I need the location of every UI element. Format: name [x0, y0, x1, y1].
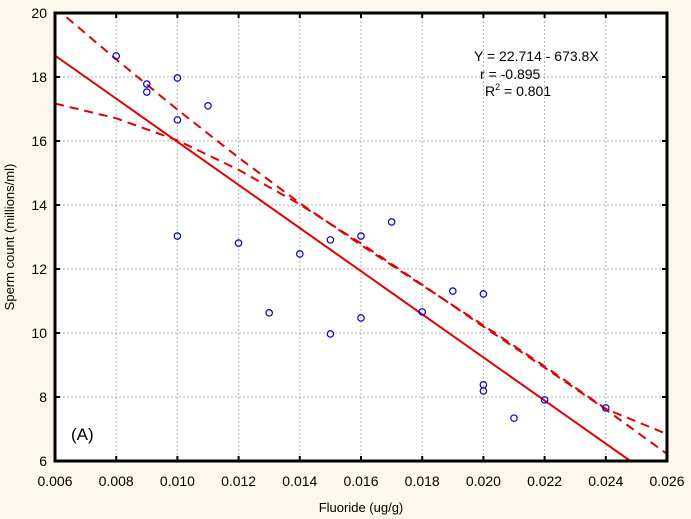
y-tick-label: 18: [31, 69, 47, 85]
data-point: [357, 232, 365, 240]
x-tick-label: 0.022: [527, 473, 562, 489]
x-tick-label: 0.026: [649, 473, 684, 489]
x-axis-ticks: 0.006 0.008 0.010 0.012 0.014 0.016 0.018 0.020…: [37, 13, 685, 489]
r-squared-annotation: R2 = 0.801: [485, 82, 551, 99]
y-tick-label: 14: [31, 197, 47, 213]
r2-prefix: R: [485, 83, 495, 99]
data-point: [234, 239, 243, 247]
y-axis-label: Sperm count (millions/ml): [2, 164, 17, 311]
x-tick-label: 0.018: [405, 473, 440, 489]
x-axis-label: Fluoride (ug/g): [319, 500, 404, 515]
data-point: [265, 309, 274, 317]
data-point: [387, 218, 396, 226]
grid: [55, 13, 667, 461]
x-tick-label: 0.024: [588, 473, 623, 489]
data-point: [418, 308, 427, 316]
data-point: [295, 250, 304, 258]
data-point: [479, 290, 488, 298]
data-point: [112, 52, 121, 60]
data-point: [173, 116, 182, 124]
y-tick-label: 6: [39, 453, 47, 469]
data-point: [173, 74, 182, 82]
r2-superscript: 2: [495, 82, 500, 92]
r-annotation: r = -0.895: [480, 66, 541, 82]
data-point: [204, 102, 212, 110]
x-tick-label: 0.014: [282, 473, 317, 489]
data-point: [479, 387, 488, 395]
regression-line-group: [55, 54, 633, 461]
x-tick-label: 0.010: [160, 473, 195, 489]
data-point: [448, 287, 457, 295]
confidence-band-lower: [55, 102, 667, 455]
data-point: [326, 236, 335, 244]
regression-line: [55, 54, 633, 461]
y-tick-label: 16: [31, 133, 47, 149]
panel-label: (A): [71, 425, 94, 444]
x-tick-label: 0.016: [343, 473, 378, 489]
x-tick-label: 0.020: [466, 473, 501, 489]
y-tick-label: 8: [39, 389, 47, 405]
data-point: [601, 404, 610, 412]
y-tick-label: 20: [31, 5, 47, 21]
r2-value: = 0.801: [500, 83, 551, 99]
data-points: [112, 52, 610, 422]
data-point: [326, 330, 335, 338]
equation-annotation: Y = 22.714 - 673.8X: [474, 48, 599, 64]
data-point: [173, 232, 182, 240]
x-tick-label: 0.006: [37, 473, 72, 489]
data-point: [510, 414, 518, 422]
confidence-bands: [55, 13, 667, 455]
data-point: [540, 396, 549, 404]
data-point: [143, 88, 151, 96]
y-tick-label: 10: [31, 325, 47, 341]
data-point: [357, 314, 365, 322]
data-point: [143, 80, 151, 88]
y-tick-label: 12: [31, 261, 47, 277]
x-tick-label: 0.008: [99, 473, 134, 489]
x-tick-label: 0.012: [221, 473, 256, 489]
confidence-band-upper: [59, 13, 667, 436]
y-axis-ticks: 6 8 10 12 14 16 18 20: [31, 5, 667, 469]
